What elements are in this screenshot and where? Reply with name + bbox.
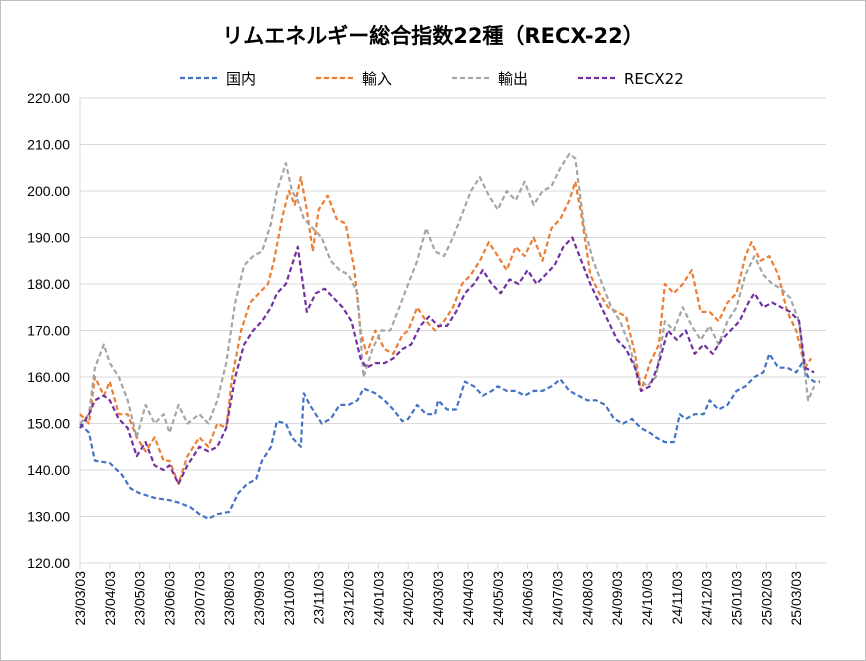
x-tick-label: 24/11/03 bbox=[669, 571, 685, 625]
y-tick-label: 140.00 bbox=[27, 462, 70, 478]
series-line-4 bbox=[79, 236, 815, 485]
y-tick-label: 190.00 bbox=[27, 230, 70, 246]
y-axis: 120.00 130.00 140.00 150.00 160.00 170.00 180.… bbox=[27, 90, 70, 571]
x-tick-label: 23/12/03 bbox=[341, 571, 357, 626]
x-tick-label: 24/03/03 bbox=[430, 571, 446, 626]
legend: 国内 輸入 輸出 RECX22 bbox=[180, 70, 684, 88]
x-tick-label: 24/01/03 bbox=[370, 571, 386, 626]
x-tick-label: 25/01/03 bbox=[728, 571, 744, 626]
x-tick-label: 24/06/03 bbox=[520, 571, 536, 626]
y-tick-label: 220.00 bbox=[27, 90, 70, 106]
x-tick-label: 23/07/03 bbox=[191, 571, 207, 626]
y-tick-label: 120.00 bbox=[27, 555, 70, 571]
x-tick-label: 24/08/03 bbox=[579, 571, 595, 626]
y-tick-label: 210.00 bbox=[27, 137, 70, 153]
x-tick-label: 25/03/03 bbox=[788, 571, 804, 626]
x-tick-label: 23/06/03 bbox=[162, 571, 178, 626]
y-tick-label: 160.00 bbox=[27, 369, 70, 385]
legend-label: 国内 bbox=[226, 70, 256, 88]
x-tick-label: 23/09/03 bbox=[251, 571, 267, 626]
x-tick-label: 23/11/03 bbox=[311, 571, 327, 625]
legend-label: 輸出 bbox=[498, 70, 528, 88]
series-line-2 bbox=[79, 176, 813, 485]
x-tick-label: 23/05/03 bbox=[132, 571, 148, 626]
plot-area bbox=[79, 152, 820, 520]
x-axis: 23/03/03 23/04/03 23/05/03 23/06/03 23/07/03… bbox=[72, 563, 804, 626]
y-tick-label: 130.00 bbox=[27, 509, 70, 525]
x-tick-label: 24/04/03 bbox=[460, 571, 476, 626]
y-tick-label: 170.00 bbox=[27, 323, 70, 339]
series-line-1 bbox=[79, 352, 820, 520]
chart-title: リムエネルギー総合指数22種（RECX-22） bbox=[222, 24, 644, 48]
legend-label: 輸入 bbox=[362, 70, 392, 88]
x-tick-label: 24/02/03 bbox=[400, 571, 416, 626]
grid-lines bbox=[79, 97, 826, 564]
x-tick-label: 24/12/03 bbox=[699, 571, 715, 626]
x-tick-label: 23/10/03 bbox=[281, 571, 297, 626]
x-tick-label: 25/02/03 bbox=[758, 571, 774, 626]
y-tick-label: 180.00 bbox=[27, 276, 70, 292]
x-tick-label: 23/08/03 bbox=[221, 571, 237, 626]
legend-label: RECX22 bbox=[624, 70, 684, 88]
x-tick-label: 24/10/03 bbox=[639, 571, 655, 626]
x-tick-label: 23/04/03 bbox=[102, 571, 118, 626]
series-line-3 bbox=[79, 152, 816, 439]
y-tick-label: 150.00 bbox=[27, 416, 70, 432]
x-tick-label: 24/05/03 bbox=[490, 571, 506, 626]
x-tick-label: 24/09/03 bbox=[609, 571, 625, 626]
x-tick-label: 23/03/03 bbox=[72, 571, 88, 626]
y-tick-label: 200.00 bbox=[27, 183, 70, 199]
x-tick-label: 24/07/03 bbox=[549, 571, 565, 626]
